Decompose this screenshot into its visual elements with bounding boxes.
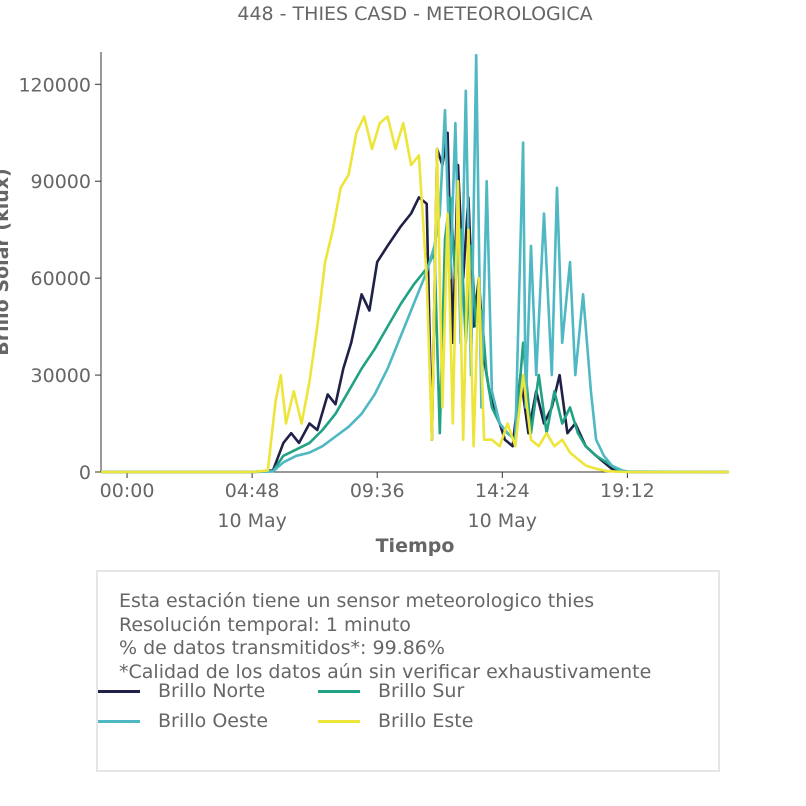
series-line-brillo-este [101, 115, 729, 474]
x-tick-sublabel: 10 May [217, 510, 287, 532]
x-tick-label: 04:48 [225, 480, 280, 502]
legend-swatch [98, 689, 140, 693]
series-line-brillo-sur [101, 196, 730, 474]
y-tick-label: 60000 [31, 268, 91, 290]
x-tick-sublabel: 10 May [468, 510, 538, 532]
chart-title: 448 - THIES CASD - METEOROLOGICA [237, 3, 592, 25]
legend-swatch [318, 689, 360, 693]
series-line-brillo-oeste [101, 53, 729, 474]
legend-swatch [318, 719, 360, 723]
x-tick-label: 09:36 [350, 480, 405, 502]
x-tick-label: 19:12 [600, 480, 655, 502]
y-axis-label: Brillo Solar (klux) [0, 168, 13, 355]
legend-swatch [98, 719, 140, 723]
legend-label: Brillo Oeste [158, 710, 269, 732]
legend-item-brillo-norte: Brillo Norte [98, 680, 265, 702]
info-quality-note: *Calidad de los datos aún sin verificar … [119, 661, 652, 683]
legend-item-brillo-sur: Brillo Sur [318, 680, 464, 702]
x-tick-label: 14:24 [475, 480, 530, 502]
axes: 0 30000 60000 90000 120000 00:00 04:48 10 May 09… [18, 52, 729, 532]
y-tick-label: 90000 [31, 171, 91, 193]
x-axis-label: Tiempo [376, 535, 455, 557]
info-resolution: Resolución temporal: 1 minuto [119, 614, 411, 636]
info-transmitted: % de datos transmitidos*: 99.86% [119, 637, 445, 659]
x-tick-label: 00:00 [100, 480, 155, 502]
y-tick-label: 30000 [31, 365, 91, 387]
series-group [101, 53, 730, 474]
legend-item-brillo-oeste: Brillo Oeste [98, 710, 268, 732]
info-station: Esta estación tiene un sensor meteorolog… [119, 590, 595, 612]
legend-label: Brillo Sur [378, 680, 465, 702]
info-box: Esta estación tiene un sensor meteorolog… [96, 570, 720, 772]
series-line-brillo-norte [101, 131, 729, 474]
chart: 448 - THIES CASD - METEOROLOGICA Brillo … [0, 3, 730, 557]
y-tick-label: 120000 [18, 74, 91, 96]
legend-item-brillo-este: Brillo Este [318, 710, 473, 732]
legend-label: Brillo Norte [158, 680, 266, 702]
y-tick-label: 0 [79, 462, 91, 484]
legend-label: Brillo Este [378, 710, 474, 732]
